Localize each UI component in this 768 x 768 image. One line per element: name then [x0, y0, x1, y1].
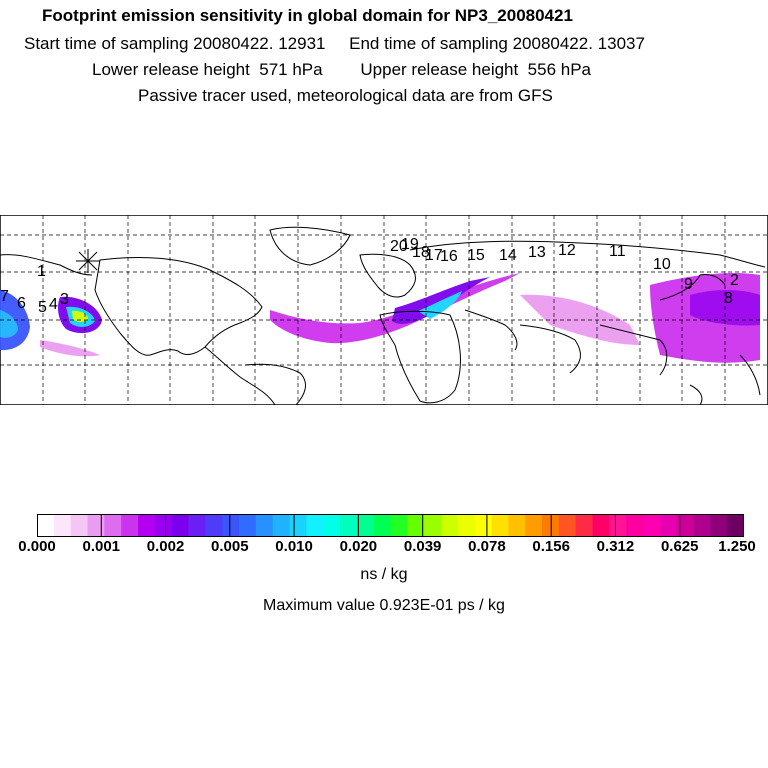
- colorbar-tick-label: 0.312: [596, 538, 635, 555]
- colorbar-swatch: [474, 514, 492, 537]
- graticule: [0, 215, 768, 405]
- traj-label-20: 20: [390, 238, 408, 255]
- colorbar-swatch: [407, 514, 425, 537]
- colorbar-swatch: [222, 514, 240, 537]
- colorbar-swatch: [525, 514, 543, 537]
- colorbar-tick-label: 0.010: [275, 538, 313, 555]
- traj-label-2: 2: [730, 272, 739, 289]
- traj-label-4: 4: [49, 296, 58, 313]
- colorbar-swatch: [373, 514, 391, 537]
- colorbar-swatch: [626, 514, 644, 537]
- colorbar-swatch: [727, 514, 745, 537]
- traj-label-7: 7: [0, 288, 9, 305]
- colorbar-swatch: [87, 514, 105, 537]
- colorbar-swatch: [457, 514, 476, 537]
- plot-title: Footprint emission sensitivity in global…: [42, 6, 573, 25]
- sampling-times: Start time of sampling 20080422. 12931 E…: [24, 34, 768, 54]
- colorbar-swatch: [390, 514, 408, 537]
- colorbar-swatch: [272, 514, 290, 537]
- release-heights: Lower release height 571 hPa Upper relea…: [92, 60, 768, 80]
- lower-release-height: Lower release height 571 hPa: [92, 60, 323, 79]
- colorbar-swatch: [306, 514, 324, 537]
- colorbar-units: ns / kg: [360, 566, 408, 583]
- coastlines: [0, 226, 766, 405]
- colorbar-swatch: [171, 514, 189, 537]
- traj-label-15: 15: [467, 247, 485, 264]
- colorbar-swatch: [424, 514, 442, 537]
- colorbar-swatch: [188, 514, 206, 537]
- colorbar-swatch: [255, 514, 274, 537]
- traj-label-12: 12: [558, 242, 576, 259]
- traj-label-3: 3: [60, 291, 69, 308]
- traj-label-13: 13: [528, 244, 546, 261]
- colorbar-swatch: [508, 514, 526, 537]
- colorbar-swatch: [558, 514, 577, 537]
- tracer-note: Passive tracer used, meteorological data…: [138, 86, 553, 105]
- colorbar-swatch: [609, 514, 627, 537]
- colorbar-tick-label: 1.250: [718, 538, 756, 555]
- colorbar-swatch: [643, 514, 661, 537]
- traj-label-10: 10: [653, 256, 671, 273]
- traj-label-11: 11: [609, 243, 626, 260]
- colorbar-swatch: [70, 514, 88, 537]
- colorbar-swatch: [441, 514, 459, 537]
- colorbar-swatch: [121, 514, 139, 537]
- colorbar-swatch: [592, 514, 610, 537]
- traj-label-14: 14: [499, 247, 517, 264]
- traj-label-6: 6: [17, 295, 26, 312]
- colorbar-swatch: [676, 514, 694, 537]
- colorbar-tick-label: 0.039: [403, 538, 442, 555]
- start-time: Start time of sampling 20080422. 12931: [24, 34, 326, 53]
- trajectory-labels: 20 19 18 17 16 15 14 13 12 11 10 9 8 7 6…: [0, 236, 739, 316]
- colorbar-swatch: [53, 514, 72, 537]
- colorbar-swatch: [356, 514, 375, 537]
- colorbar-swatch: [138, 514, 156, 537]
- release-star-icon: [76, 249, 100, 273]
- colorbar-swatch: [289, 514, 307, 537]
- maximum-value: Maximum value 0.923E-01 ps / kg: [263, 597, 505, 614]
- traj-label-16: 16: [440, 248, 458, 265]
- colorbar-swatch: [710, 514, 728, 537]
- traj-label-5: 5: [38, 299, 47, 316]
- colorbar-tick-label: 0.001: [82, 538, 121, 555]
- colorbar-tick-label: 0.000: [18, 538, 56, 555]
- colorbar-tick-label: 0.020: [339, 538, 378, 555]
- colorbar-swatch: [693, 514, 711, 537]
- colorbar-swatch: [154, 514, 173, 537]
- colorbar-swatch: [542, 514, 560, 537]
- colorbar-swatch: [104, 514, 122, 537]
- colorbar-border: [37, 514, 744, 537]
- traj-label-8: 8: [724, 290, 733, 307]
- colorbar-swatch: [340, 514, 358, 537]
- colorbar-swatch: [37, 514, 55, 537]
- end-time: End time of sampling 20080422. 13037: [349, 34, 645, 53]
- traj-label-9: 9: [684, 276, 693, 293]
- colorbar-tick-label: 0.005: [211, 538, 249, 555]
- traj-label-18: 18: [412, 244, 430, 261]
- colorbar: [36, 514, 745, 537]
- upper-release-height: Upper release height 556 hPa: [360, 60, 592, 79]
- colorbar-swatch: [575, 514, 593, 537]
- colorbar-tick-label: 0.002: [146, 538, 185, 555]
- colorbar-tick-label: 0.625: [660, 538, 699, 555]
- colorbar-swatch: [323, 514, 341, 537]
- traj-label-17: 17: [425, 247, 443, 264]
- colorbar-swatch: [205, 514, 223, 537]
- colorbar-tick-label: 0.156: [532, 538, 570, 555]
- colorbar-swatch: [491, 514, 509, 537]
- traj-label-19: 19: [401, 236, 419, 253]
- colorbar-svg: [36, 514, 745, 537]
- traj-label-1: 1: [37, 263, 46, 280]
- colorbar-swatch: [239, 514, 257, 537]
- colorbar-tick-label: 0.078: [468, 538, 506, 555]
- colorbar-swatch: [659, 514, 678, 537]
- world-map: 20 19 18 17 16 15 14 13 12 11 10 9 8 7 6…: [0, 215, 768, 405]
